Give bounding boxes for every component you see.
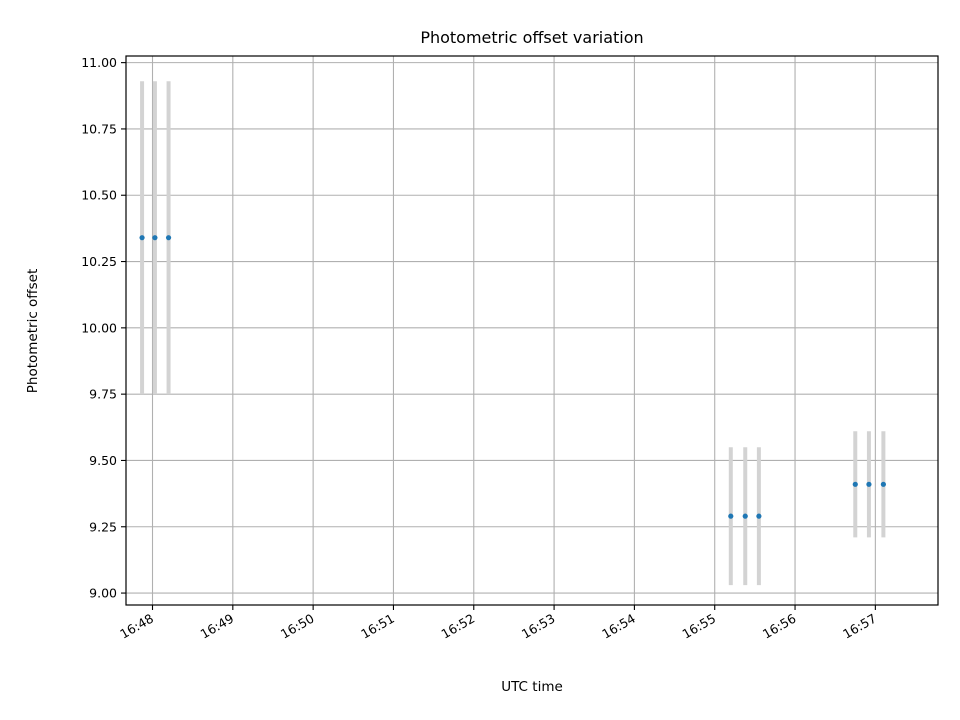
- y-tick-label: 11.00: [81, 55, 117, 70]
- x-tick-label: 16:53: [519, 611, 558, 642]
- x-tick-label: 16:48: [117, 611, 156, 642]
- plot-frame: [125, 55, 939, 606]
- data-point: [756, 513, 762, 519]
- x-tick-label: 16:50: [278, 611, 317, 642]
- y-tick-label: 9.25: [89, 519, 117, 534]
- y-tick-label: 9.50: [89, 453, 117, 468]
- x-tick-label: 16:49: [198, 611, 237, 642]
- data-point: [880, 481, 886, 487]
- x-tick-label: 16:52: [439, 611, 478, 642]
- data-point: [742, 513, 748, 519]
- data-point: [728, 513, 734, 519]
- y-tick-label: 9.00: [89, 586, 117, 601]
- x-axis-label: UTC time: [501, 679, 563, 695]
- grid: [126, 56, 938, 605]
- error-bars: [140, 81, 886, 586]
- x-tick-label: 16:57: [840, 611, 879, 642]
- data-point: [152, 235, 158, 241]
- chart-title: Photometric offset variation: [420, 28, 643, 47]
- y-tick-label: 10.25: [81, 254, 117, 269]
- data-point: [866, 481, 872, 487]
- y-tick-label: 10.50: [81, 188, 117, 203]
- y-axis-label: Photometric offset: [25, 269, 41, 393]
- x-tick-label: 16:51: [358, 611, 397, 642]
- x-tick-label: 16:54: [599, 611, 638, 642]
- x-tick-label: 16:56: [760, 611, 799, 642]
- y-tick-label: 9.75: [89, 387, 117, 402]
- data-point: [165, 235, 172, 241]
- data-points: [139, 235, 886, 519]
- data-point: [139, 235, 145, 241]
- data-point: [852, 481, 858, 487]
- y-tick-label: 10.00: [81, 320, 117, 335]
- y-tick-label: 10.75: [81, 121, 117, 136]
- x-tick-label: 16:55: [680, 611, 719, 642]
